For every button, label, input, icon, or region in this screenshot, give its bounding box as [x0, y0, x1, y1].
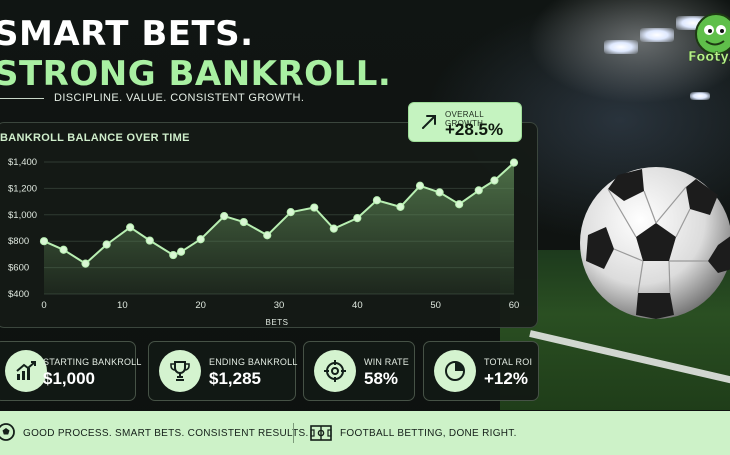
- tagline: DISCIPLINE. VALUE. CONSISTENT GROWTH.: [54, 92, 305, 104]
- stat-label: STARTING BANKROLL: [43, 357, 142, 367]
- headline: SMART BETS. STRONG BANKROLL.: [0, 14, 391, 94]
- logo-text: FootyAr: [688, 50, 730, 65]
- data-point: [474, 186, 483, 195]
- x-tick-label: 40: [352, 300, 363, 311]
- footer-divider: [293, 423, 294, 443]
- stat-value: 58%: [364, 369, 399, 388]
- arrow-up-right-icon: [422, 115, 436, 129]
- x-tick-label: 10: [117, 300, 128, 311]
- data-point: [490, 176, 499, 185]
- footer-right-text: FOOTBALL BETTING, DONE RIGHT.: [340, 428, 517, 439]
- data-point: [435, 188, 444, 197]
- trophy-icon: [170, 361, 190, 381]
- x-tick-label: 0: [41, 300, 46, 311]
- data-point: [81, 259, 90, 268]
- data-point: [145, 236, 154, 245]
- icon-badge: [159, 350, 201, 392]
- stat-label: TOTAL ROI: [484, 357, 533, 367]
- stat-value: $1,285: [209, 369, 261, 388]
- bankroll-chart: $400 $600 $800 $1,000 $1,200 $1,400 0 10 20 30 40 5…: [8, 157, 520, 326]
- floodlight: [604, 40, 638, 54]
- floodlight: [690, 92, 710, 100]
- tagline-rule: [0, 97, 44, 99]
- data-point: [396, 202, 405, 211]
- overall-growth-badge: OVERALL GROWTH +28.5%: [408, 102, 522, 142]
- y-tick-label: $1,400: [8, 157, 37, 168]
- data-point: [126, 223, 135, 232]
- y-tick-label: $1,000: [8, 210, 37, 221]
- target-icon: [324, 360, 346, 382]
- y-tick-label: $400: [8, 289, 29, 300]
- icon-badge: [434, 350, 476, 392]
- footy-mascot-logo: [695, 13, 730, 55]
- stat-label: ENDING BANKROLL: [209, 357, 298, 367]
- data-point: [196, 235, 205, 244]
- tagline-row: DISCIPLINE. VALUE. CONSISTENT GROWTH.: [0, 92, 304, 104]
- data-point: [329, 224, 338, 233]
- data-point: [286, 208, 295, 217]
- data-point: [263, 231, 272, 240]
- data-point: [169, 250, 178, 260]
- stat-card-ending-bankroll: ENDING BANKROLL $1,285: [148, 341, 298, 401]
- stat-label: WIN RATE: [364, 357, 409, 367]
- y-tick-label: $1,200: [8, 183, 37, 194]
- data-point: [220, 212, 229, 221]
- x-tick-label: 20: [195, 300, 206, 311]
- stat-card-win-rate: WIN RATE 58%: [303, 341, 415, 401]
- data-point: [59, 245, 68, 254]
- data-point: [310, 203, 319, 212]
- data-point: [239, 217, 248, 227]
- growth-value: +28.5%: [445, 120, 504, 139]
- stat-value: +12%: [484, 369, 528, 388]
- icon-badge: [314, 350, 356, 392]
- soccer-ball-icon: [0, 423, 15, 441]
- x-tick-label: 30: [274, 300, 285, 311]
- footer-bar: GOOD PROCESS. SMART BETS. CONSISTENT RES…: [0, 411, 730, 455]
- stat-card-total-roi: TOTAL ROI +12%: [423, 341, 539, 401]
- stat-card-starting-bankroll: STARTING BANKROLL $1,000: [0, 341, 141, 401]
- headline-line-2: STRONG BANKROLL.: [0, 54, 392, 94]
- data-point: [415, 181, 425, 190]
- pie-chart-icon: [445, 361, 465, 381]
- data-point: [176, 247, 186, 256]
- football-pitch-icon: [310, 425, 332, 441]
- data-point: [102, 240, 111, 249]
- headline-line-1: SMART BETS.: [0, 14, 254, 54]
- soccer-ball-image: [580, 167, 730, 319]
- footer-left-text: GOOD PROCESS. SMART BETS. CONSISTENT RES…: [23, 428, 309, 439]
- x-axis-label: BETS: [266, 318, 289, 326]
- data-point: [509, 158, 519, 167]
- x-tick-label: 50: [430, 300, 441, 311]
- growth-label: OVERALL GROWTH: [445, 110, 484, 128]
- y-tick-label: $600: [8, 263, 29, 274]
- stat-value: $1,000: [43, 369, 95, 388]
- data-point: [39, 237, 49, 246]
- floodlight: [640, 28, 674, 42]
- x-tick-label: 60: [509, 300, 520, 311]
- icon-badge: [5, 350, 47, 392]
- data-point: [353, 214, 362, 223]
- y-tick-label: $800: [8, 236, 29, 247]
- chart-title: BANKROLL BALANCE OVER TIME: [0, 132, 190, 144]
- series-area: [44, 162, 514, 294]
- growth-chart-icon: [16, 361, 36, 380]
- data-point: [455, 200, 464, 209]
- data-point: [372, 196, 382, 205]
